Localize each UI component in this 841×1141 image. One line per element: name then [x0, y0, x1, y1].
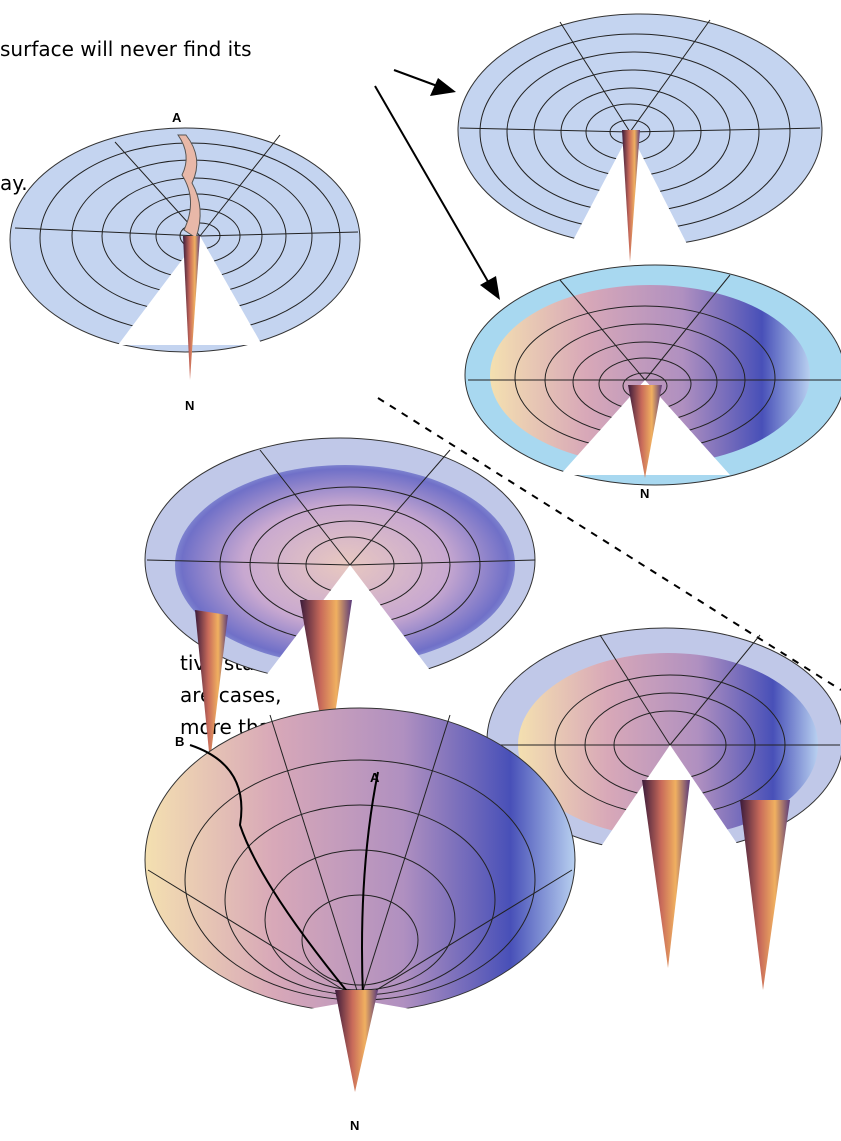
body-text: surface will never find its — [0, 37, 252, 61]
body-text: ay. — [0, 171, 28, 195]
energy-landscape: A N — [10, 110, 360, 413]
state-label: B — [175, 734, 184, 749]
energy-landscape: N — [465, 265, 841, 501]
slide: surface will never find its ay. tive sta… — [0, 0, 841, 1141]
state-label: A — [172, 110, 182, 125]
state-label: N — [640, 486, 649, 501]
state-label: N — [185, 398, 194, 413]
energy-landscape: B A N — [145, 708, 575, 1133]
state-label: N — [350, 1118, 359, 1133]
state-label: A — [370, 770, 380, 785]
energy-landscape: N — [458, 14, 822, 281]
